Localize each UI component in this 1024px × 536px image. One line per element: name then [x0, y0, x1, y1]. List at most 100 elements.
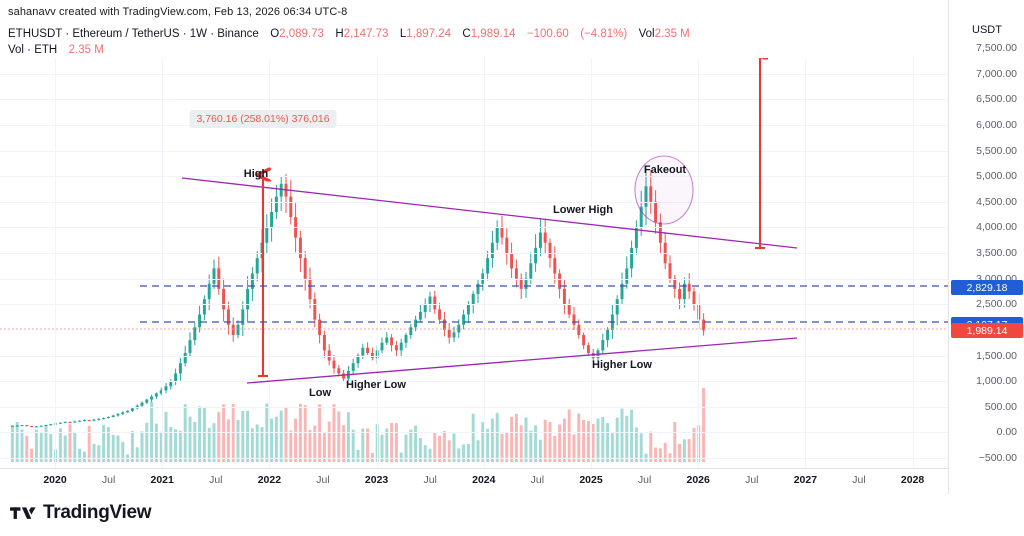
- time-axis-year-tick: 2024: [472, 474, 496, 486]
- tradingview-mark-icon: [10, 506, 36, 519]
- candle-body: [409, 327, 413, 335]
- annotation-lower-high: Lower High: [553, 204, 613, 216]
- volume-bar: [524, 417, 528, 462]
- chart-pane[interactable]: 3,760.16 (258.01%) 376,016 3,760.16 (105…: [0, 58, 948, 468]
- volume-bar: [553, 435, 557, 462]
- legend-symbol[interactable]: ETHUSDT: [8, 28, 63, 40]
- price-axis-tick: 1,000.00: [976, 375, 1017, 388]
- volume-study-value: 2.35 M: [68, 44, 104, 56]
- candle-body: [250, 273, 254, 289]
- volume-bar: [106, 427, 110, 462]
- volume-bar: [562, 418, 566, 462]
- candle-body: [246, 288, 250, 310]
- volume-bar: [634, 427, 638, 462]
- attribution-text: sahanavv created with TradingView.com, F…: [8, 6, 348, 18]
- volume-bar: [351, 429, 355, 462]
- time-axis[interactable]: 2020 Jul 2021 Jul 2022 Jul 2023 Jul 2024 Jul 2025 J…: [0, 468, 948, 494]
- time-axis-month-tick: Jul: [101, 474, 116, 486]
- volume-bar: [558, 424, 562, 462]
- volume-bar: [630, 409, 634, 462]
- candle-body: [102, 418, 106, 420]
- legend-exchange: Binance: [217, 28, 259, 40]
- candle-body: [639, 206, 643, 228]
- candle-body: [318, 319, 322, 336]
- candle-body: [198, 314, 202, 328]
- time-axis-year-tick: 2027: [793, 474, 818, 486]
- tradingview-wordmark: TradingView: [43, 502, 152, 523]
- gridline-vertical: [162, 58, 164, 468]
- candle-body: [82, 420, 86, 422]
- gridline-horizontal: [0, 278, 948, 280]
- volume-bar: [534, 425, 538, 462]
- volume-bar: [97, 445, 101, 462]
- volume-bar: [68, 424, 72, 462]
- volume-bar: [15, 421, 19, 462]
- volume-bar: [452, 433, 456, 462]
- time-axis-year-tick: 2028: [900, 474, 925, 486]
- candle-body: [274, 196, 278, 213]
- volume-bar: [361, 428, 365, 462]
- volume-bar: [615, 417, 619, 462]
- candle-body: [270, 212, 274, 228]
- candle-body: [572, 314, 576, 325]
- volume-bar: [505, 432, 509, 462]
- price-axis-tick: 500.00: [984, 400, 1017, 413]
- volume-bar: [10, 425, 14, 462]
- volume-bar: [692, 427, 696, 462]
- price-axis[interactable]: USDT 7,500.00 7,000.00 6,500.00 6,000.00 5,5…: [948, 0, 1024, 494]
- legend-vol-value: 2.35 M: [654, 28, 690, 40]
- volume-bar: [217, 412, 221, 462]
- time-axis-month-tick: Jul: [852, 474, 866, 486]
- volume-bar: [476, 440, 480, 462]
- price-badge[interactable]: 2,829.18: [951, 280, 1023, 296]
- volume-bar: [510, 416, 514, 462]
- candle-body: [212, 268, 216, 284]
- price-axis-tick: 4,500.00: [976, 195, 1017, 208]
- volume-bar: [289, 430, 293, 462]
- volume-bar: [154, 423, 158, 462]
- candle-body: [202, 299, 206, 315]
- volume-bar: [673, 421, 677, 462]
- candle-body: [164, 386, 168, 391]
- candle-body: [44, 424, 48, 427]
- volume-bar: [495, 412, 499, 462]
- candle-body: [39, 425, 43, 427]
- candle-body: [534, 247, 538, 264]
- candle-body: [529, 263, 533, 279]
- fakeout-ellipse[interactable]: [634, 155, 694, 225]
- price-badge[interactable]: 1,989.14: [951, 323, 1023, 339]
- legend-interval[interactable]: 1W: [189, 28, 208, 40]
- candle-body: [553, 258, 557, 274]
- candle-body: [25, 425, 29, 427]
- candle-body: [390, 337, 394, 346]
- volume-bar: [322, 432, 326, 462]
- candle-body: [337, 368, 341, 374]
- volume-bar: [702, 388, 706, 462]
- candle-body: [471, 294, 475, 305]
- candle-body: [687, 283, 691, 292]
- price-axis-tick: −500.00: [978, 452, 1017, 464]
- gridline-horizontal: [0, 253, 948, 254]
- candle-body: [15, 425, 19, 427]
- descending-resistance-trendline[interactable]: [181, 177, 798, 249]
- ascending-support-trendline[interactable]: [246, 337, 798, 384]
- volume-bar: [658, 448, 662, 462]
- candle-body: [361, 347, 365, 356]
- drawings-overlay: [0, 58, 948, 384]
- tradingview-logo[interactable]: TradingView: [10, 502, 152, 524]
- time-axis-year-tick: 2023: [364, 474, 389, 486]
- time-axis-month-tick: Jul: [423, 474, 437, 486]
- price-axis-tick: 2,500.00: [976, 298, 1017, 311]
- volume-bar: [294, 418, 298, 462]
- time-axis-year-tick: 2021: [150, 474, 174, 486]
- price-axis-tick: 4,000.00: [976, 221, 1017, 234]
- price-axis-tick: 0.00: [996, 426, 1017, 439]
- gridline-horizontal: [0, 227, 948, 229]
- gridline-horizontal: [0, 73, 948, 75]
- volume-study-label[interactable]: Vol · ETH: [8, 44, 58, 56]
- volume-bar: [164, 411, 168, 462]
- legend-vol-key: Vol: [638, 28, 655, 40]
- candle-body: [92, 419, 96, 421]
- gridline-horizontal: [0, 304, 948, 306]
- candle-body: [462, 314, 466, 325]
